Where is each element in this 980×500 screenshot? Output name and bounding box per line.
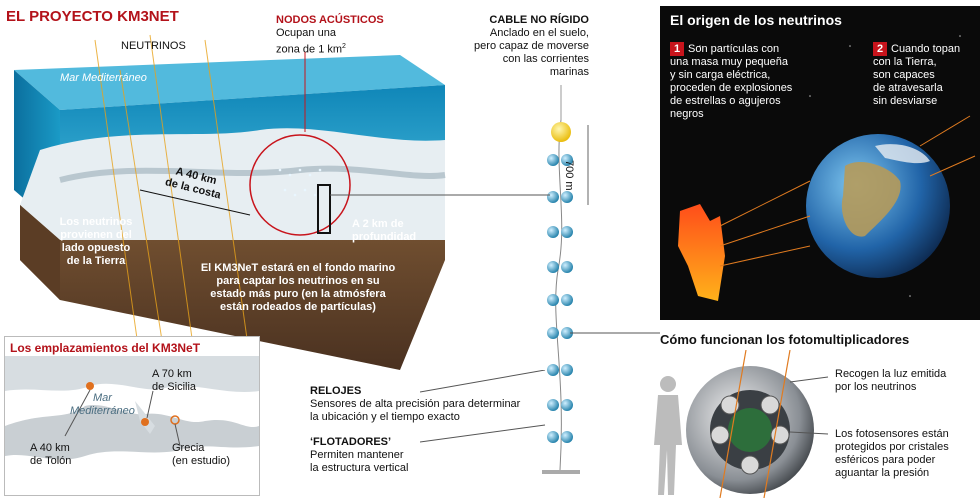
map-sea-label: Mar Mediterráneo (70, 392, 135, 418)
sicily-line-1: A 70 km (152, 368, 192, 380)
photomultiplier-note-1: Recogen la luz emitida por los neutrinos (835, 368, 946, 394)
cable-line-1: Anclado en el suelo, (489, 27, 589, 39)
toulon-line-1: A 40 km (30, 442, 70, 454)
origin-title: El origen de los neutrinos (670, 12, 842, 28)
cable-line-3: con las corrientes (502, 53, 589, 65)
r2-line-3: esféricos para poder (835, 454, 936, 466)
fondo-line-1: El KM3NeT estará en el fondo marino (200, 262, 396, 274)
photomultiplier-connector (570, 332, 660, 334)
clocks-callout: RELOJES Sensores de alta precisión para … (310, 385, 520, 424)
badge-1: 1 (670, 42, 684, 56)
floaters-callout: ‘FLOTADORES’ Permiten mantener la estruc… (310, 436, 408, 475)
r2-line-2: protegidos por cristales (835, 441, 949, 453)
p1-text-2: una masa muy pequeña (670, 56, 789, 68)
squared-sup: 2 (342, 43, 346, 50)
photomultiplier-note-2: Los fotosensores están protegidos por cr… (835, 428, 949, 480)
p2-text-1: Cuando topan (891, 43, 961, 55)
acoustic-callout-line (304, 52, 306, 132)
depth-label: A 2 km de profundidad (352, 218, 416, 244)
cable-line-4: marinas (549, 66, 589, 78)
seabed-block-illustration (14, 34, 446, 370)
map-sea-line-1: Mar (92, 392, 112, 404)
human-scale-silhouette (654, 376, 682, 495)
detector-string (542, 85, 589, 474)
acoustic-nodes-callout: NODOS ACÚSTICOS Ocupan una zona de 1 km2 (276, 14, 384, 57)
p2-text-3: son capaces (873, 69, 935, 81)
clocks-title: RELOJES (310, 385, 362, 397)
p2-text-4: de atravesarla (873, 82, 943, 94)
neutrinos-label: NEUTRINOS (121, 40, 186, 52)
photomultiplier-pointers (790, 376, 829, 435)
greece-line-2: (en estudio) (172, 455, 231, 467)
cable-callout: CABLE NO RÍGIDO Anclado en el suelo, per… (455, 14, 589, 79)
r1-line-2: por los neutrinos (835, 381, 917, 393)
badge-2: 2 (873, 42, 887, 56)
acoustic-nodes-area: zona de 1 km (276, 43, 343, 56)
locations-title: Los emplazamientos del KM3NeT (10, 341, 201, 355)
cable-title: CABLE NO RÍGIDO (489, 14, 589, 26)
p2-text-5: sin desviarse (873, 95, 938, 107)
fondo-line-2: para captar los neutrinos en su (216, 275, 380, 287)
opposite-line-4: de la Tierra (66, 255, 126, 267)
page-title: EL PROYECTO KM3NET (6, 8, 179, 25)
toulon-line-2: de Tolón (30, 455, 72, 467)
acoustic-nodes-title: NODOS ACÚSTICOS (276, 14, 384, 26)
opposite-line-3: lado opuesto (61, 242, 131, 254)
seabed-location-text: El KM3NeT estará en el fondo marino para… (178, 262, 418, 314)
r1-line-1: Recogen la luz emitida (835, 368, 947, 380)
clocks-line-1: Sensores de alta precisión para determin… (310, 398, 521, 410)
photomultiplier-title: Cómo funcionan los fotomultiplicadores (660, 332, 910, 347)
r2-line-1: Los fotosensores están (835, 428, 949, 440)
photomultiplier-illustration (654, 350, 814, 498)
opposite-line-1: Los neutrinos (59, 216, 133, 228)
fondo-line-3: estado más puro (en la atmósfera (210, 288, 386, 300)
toulon-location-label: A 40 km de Tolón (30, 442, 71, 468)
depth-line-1: A 2 km de (352, 218, 404, 230)
opposite-side-label: Los neutrinos provienen del lado opuesto… (46, 216, 146, 268)
sicily-line-2: de Sicilia (152, 381, 197, 393)
fondo-line-4: están rodeados de partículas) (220, 301, 376, 313)
floaters-line-1: Permiten mantener (310, 449, 404, 461)
acoustic-nodes-line-1: Ocupan una (276, 27, 336, 39)
p2-text-2: con la Tierra, (873, 56, 937, 68)
origin-point-1: 1 Son partículas con una masa muy pequeña… (670, 42, 792, 121)
clocks-line-2: la ubicación y el tiempo exacto (310, 411, 460, 423)
p1-text-1: Son partículas con (688, 43, 780, 55)
p1-text-3: y sin carga eléctrica, (670, 69, 771, 81)
floaters-title: ‘FLOTADORES’ (310, 436, 392, 448)
mediterranean-map (5, 356, 259, 495)
p1-text-4: proceden de explosiones (670, 82, 793, 94)
origin-point-1-line-1: 1 Son partículas con (670, 42, 792, 56)
p1-text-6: negros (670, 108, 704, 120)
r2-line-4: aguantar la presión (835, 467, 930, 479)
callout-pointers (420, 370, 546, 443)
depth-line-2: profundidad (352, 231, 417, 243)
sea-label: Mar Mediterráneo (60, 72, 147, 84)
opposite-line-2: provienen del (60, 229, 132, 241)
greece-location-label: Grecia (en estudio) (172, 442, 230, 468)
map-sea-line-2: Mediterráneo (70, 405, 135, 417)
greece-line-1: Grecia (172, 442, 205, 454)
cable-line-2: pero capaz de moverse (474, 40, 589, 52)
acoustic-nodes-line-2: zona de 1 km2 (276, 40, 384, 57)
floaters-line-2: la estructura vertical (310, 462, 409, 474)
origin-point-2: 2 Cuando topan con la Tierra, son capaces… (873, 42, 960, 108)
origin-illustration (678, 35, 976, 301)
origin-point-2-line-1: 2 Cuando topan (873, 42, 960, 56)
sicily-location-label: A 70 km de Sicilia (152, 368, 196, 394)
zoom-connector-line (330, 194, 550, 196)
cable-height-label: 700 m (563, 160, 575, 191)
p1-text-5: de estrellas o agujeros (670, 95, 781, 107)
